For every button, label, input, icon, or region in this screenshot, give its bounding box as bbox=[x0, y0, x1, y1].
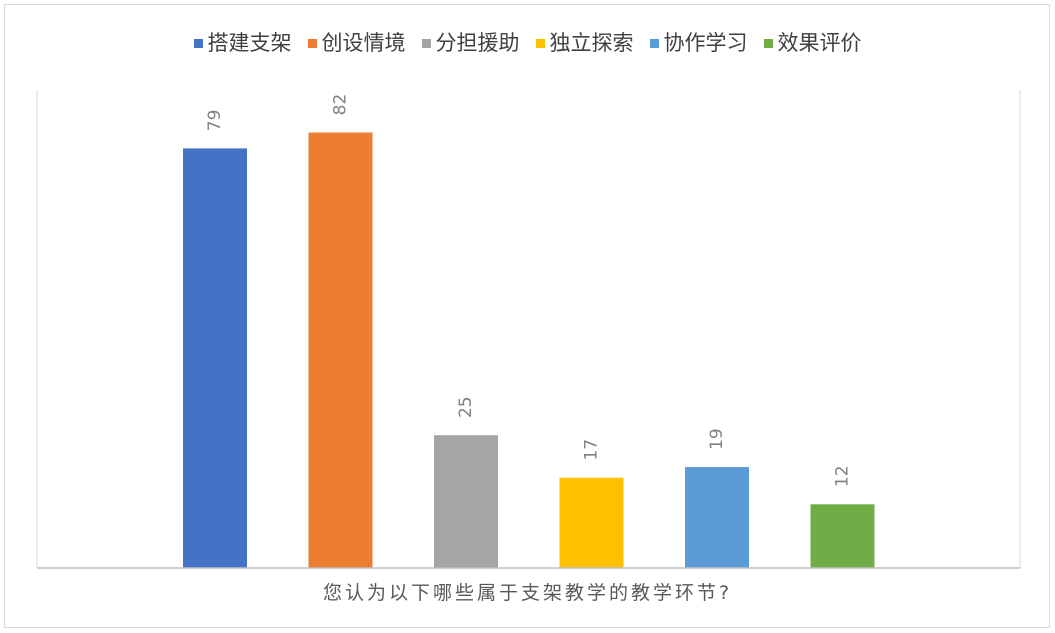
legend-item-1: 创设情境 bbox=[307, 30, 406, 55]
data-label-3: 17 bbox=[582, 439, 602, 461]
data-label-5: 12 bbox=[833, 465, 853, 487]
data-label-0: 79 bbox=[205, 110, 225, 132]
bar-3 bbox=[559, 477, 624, 568]
legend-swatch-0 bbox=[193, 38, 203, 48]
data-label-group: 79 82 25 17 19 12 bbox=[205, 94, 853, 487]
legend-label-5: 效果评价 bbox=[777, 30, 862, 55]
chart-frame bbox=[4, 4, 1050, 628]
legend-item-4: 协作学习 bbox=[649, 30, 748, 55]
bar-1 bbox=[308, 132, 373, 568]
legend-swatch-3 bbox=[535, 38, 545, 48]
data-label-1: 82 bbox=[331, 94, 351, 116]
legend-label-0: 搭建支架 bbox=[207, 30, 292, 55]
legend-label-3: 独立探索 bbox=[549, 30, 634, 55]
data-label-2: 25 bbox=[456, 396, 476, 418]
legend-swatch-4 bbox=[649, 38, 659, 48]
legend-swatch-1 bbox=[307, 38, 317, 48]
legend-item-5: 效果评价 bbox=[763, 30, 862, 55]
bar-4 bbox=[685, 467, 749, 568]
legend-item-0: 搭建支架 bbox=[193, 30, 292, 55]
bar-5 bbox=[810, 504, 875, 568]
legend-item-3: 独立探索 bbox=[535, 30, 634, 55]
bar-2 bbox=[434, 435, 498, 568]
legend-label-4: 协作学习 bbox=[663, 30, 748, 55]
bar-group bbox=[183, 132, 875, 568]
legend-swatch-2 bbox=[421, 38, 431, 48]
chart-legend: 搭建支架 创设情境 分担援助 独立探索 协作学习 效果评价 bbox=[0, 28, 1055, 58]
bar-0 bbox=[183, 148, 247, 568]
legend-item-2: 分担援助 bbox=[421, 30, 520, 55]
x-axis-title: 您认为以下哪些属于支架教学的教学环节? bbox=[322, 582, 733, 604]
legend-label-1: 创设情境 bbox=[321, 30, 406, 55]
legend-swatch-5 bbox=[763, 38, 773, 48]
data-label-4: 19 bbox=[707, 428, 727, 450]
legend-label-2: 分担援助 bbox=[435, 30, 520, 55]
